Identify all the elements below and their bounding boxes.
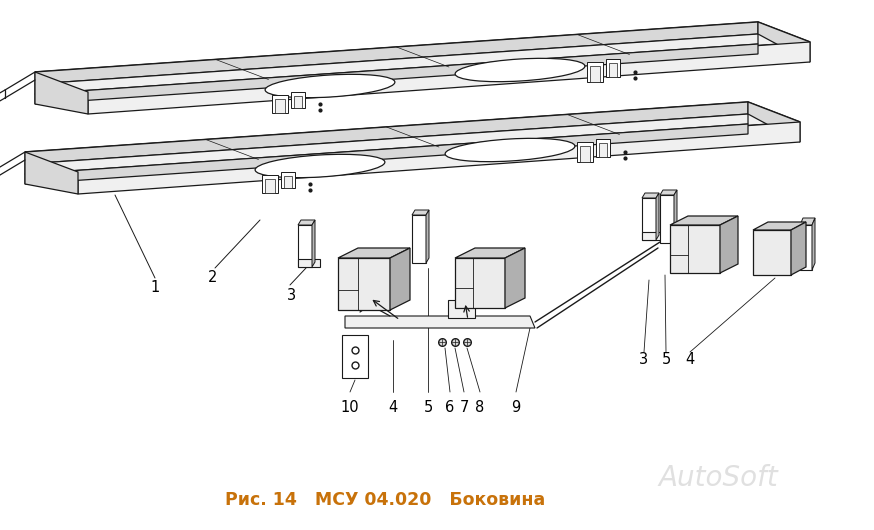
Polygon shape [812,218,815,270]
Polygon shape [390,248,410,310]
Ellipse shape [265,74,395,98]
Ellipse shape [255,154,385,178]
Polygon shape [298,220,315,225]
Polygon shape [298,225,312,267]
Polygon shape [590,66,600,82]
Polygon shape [720,216,738,273]
Polygon shape [426,210,429,263]
Text: 2: 2 [208,270,218,286]
Polygon shape [656,193,659,240]
Polygon shape [338,248,410,258]
Polygon shape [606,59,620,77]
Text: AutoSoft: AutoSoft [658,464,778,492]
Text: 7: 7 [460,401,468,416]
Text: 8: 8 [475,401,484,416]
Polygon shape [642,193,659,198]
Polygon shape [753,230,791,275]
Polygon shape [78,122,800,194]
Polygon shape [674,190,677,243]
Polygon shape [35,34,758,94]
Polygon shape [596,139,610,157]
Polygon shape [599,143,607,157]
Text: 1: 1 [150,280,160,296]
Polygon shape [25,102,800,172]
Polygon shape [580,146,590,162]
Polygon shape [275,99,285,113]
Text: 5: 5 [662,352,670,367]
Polygon shape [35,22,758,84]
Polygon shape [272,95,288,113]
Polygon shape [800,225,812,270]
Text: 3: 3 [640,352,649,367]
Polygon shape [455,258,505,308]
Polygon shape [587,62,603,82]
Polygon shape [265,179,275,193]
Polygon shape [660,190,677,195]
Text: 6: 6 [446,401,454,416]
Text: 4: 4 [388,401,398,416]
Polygon shape [88,42,810,114]
Polygon shape [577,142,593,162]
Polygon shape [753,222,806,230]
Polygon shape [448,300,475,318]
Polygon shape [412,215,426,263]
Polygon shape [800,218,815,225]
Polygon shape [455,248,525,258]
Polygon shape [25,102,748,164]
Polygon shape [294,96,302,108]
Ellipse shape [445,138,575,162]
Polygon shape [298,259,320,267]
Polygon shape [35,72,88,114]
Polygon shape [642,198,656,240]
Polygon shape [748,102,800,142]
Polygon shape [609,63,617,77]
Polygon shape [670,225,720,273]
Polygon shape [35,22,810,92]
Polygon shape [25,152,78,194]
Text: 4: 4 [685,352,695,367]
Polygon shape [642,232,664,240]
Polygon shape [25,114,748,174]
Polygon shape [791,222,806,275]
Polygon shape [670,216,738,225]
Polygon shape [284,176,292,188]
Polygon shape [35,44,758,104]
Text: 10: 10 [341,401,359,416]
Polygon shape [312,220,315,267]
Text: 3: 3 [288,287,296,303]
Polygon shape [345,316,535,328]
Polygon shape [338,258,390,310]
Polygon shape [505,248,525,308]
Polygon shape [758,22,810,62]
Text: 9: 9 [511,401,521,416]
Ellipse shape [455,58,585,82]
Polygon shape [25,124,748,184]
Polygon shape [412,210,429,215]
Text: 5: 5 [423,401,433,416]
Polygon shape [291,92,305,108]
Polygon shape [262,175,278,193]
Polygon shape [660,195,674,243]
Polygon shape [281,172,295,188]
Text: Рис. 14   МСУ 04.020   Боковина: Рис. 14 МСУ 04.020 Боковина [225,491,545,509]
Polygon shape [342,335,368,378]
